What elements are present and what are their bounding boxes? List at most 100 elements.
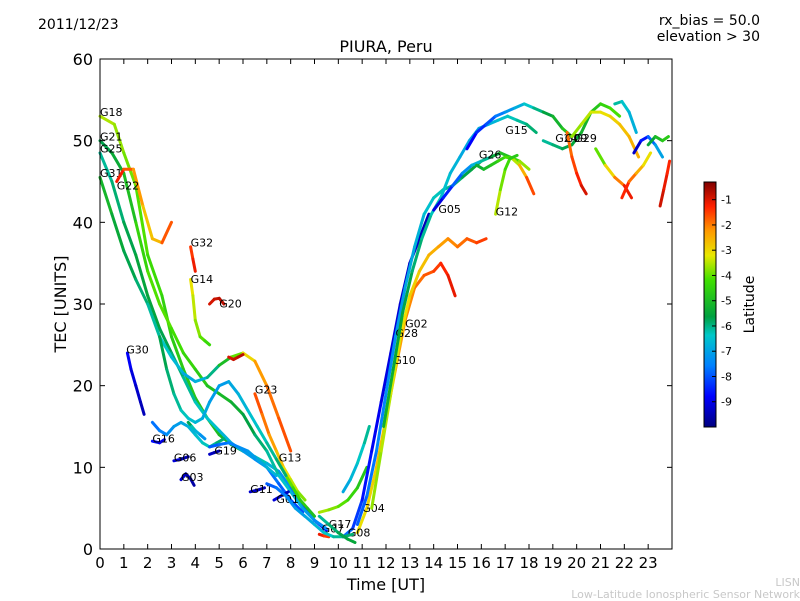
trace-segment xyxy=(98,175,114,216)
trace-segment xyxy=(379,351,393,404)
satellite-trace: G32 xyxy=(189,237,213,273)
trace-segment xyxy=(403,245,417,290)
x-tick-label: 21 xyxy=(591,554,610,572)
trace-segment xyxy=(193,367,209,388)
trace-segment xyxy=(551,143,564,151)
satellite-label: G11 xyxy=(250,483,273,496)
satellite-label: G21 xyxy=(100,130,123,143)
trace-segment xyxy=(296,490,307,502)
x-tick-label: 11 xyxy=(353,554,372,572)
x-tick-label: 18 xyxy=(519,554,538,572)
trace-segment xyxy=(448,155,462,175)
trace-segment xyxy=(436,237,450,249)
trace-segment xyxy=(627,171,638,183)
satellite-label: G31 xyxy=(100,167,123,180)
trace-segment xyxy=(317,508,331,514)
satellite-label: G03 xyxy=(181,471,204,484)
trace-segment xyxy=(370,449,383,510)
trace-segment xyxy=(408,269,421,298)
rx-bias-label: rx_bias = 50.0 xyxy=(658,13,760,29)
satellite-label: G30 xyxy=(126,344,149,357)
trace-segment xyxy=(265,465,278,477)
trace-segment xyxy=(446,237,459,249)
trace-segment xyxy=(508,153,519,161)
trace-segment xyxy=(141,204,154,241)
trace-segment xyxy=(265,441,278,461)
trace-segment xyxy=(439,261,450,277)
trace-segment xyxy=(446,273,457,298)
trace-segment xyxy=(417,253,431,273)
trace-segment xyxy=(355,494,369,526)
trace-segment xyxy=(475,237,488,245)
satellite-label: G15 xyxy=(505,124,528,137)
trace-segment xyxy=(365,449,378,498)
satellite-trace: G09 xyxy=(565,131,588,196)
trace-segment xyxy=(665,159,672,175)
trace-segment xyxy=(236,445,250,453)
trace-segment xyxy=(158,327,173,355)
x-tick-label: 14 xyxy=(424,554,443,572)
trace-segment xyxy=(193,433,204,445)
trace-segment xyxy=(613,175,626,188)
trace-segment xyxy=(282,465,293,482)
trace-segment xyxy=(494,110,507,118)
satellite-trace: G04 xyxy=(355,261,457,535)
trace-segment xyxy=(341,478,352,494)
satellite-label: G09 xyxy=(565,132,588,145)
chart-title: PIURA, Peru xyxy=(339,37,432,56)
trace-segment xyxy=(191,257,197,273)
colorbar-gradient xyxy=(703,181,717,428)
x-axis-label: Time [UT] xyxy=(346,575,425,594)
trace-segment xyxy=(189,477,196,487)
trace-segment xyxy=(351,498,364,531)
satellite-trace: G16 xyxy=(150,433,175,446)
x-tick-label: 15 xyxy=(448,554,467,572)
trace-segment xyxy=(193,318,202,339)
trace-segment xyxy=(389,302,402,355)
y-tick-label: 20 xyxy=(73,377,93,396)
trace-segment xyxy=(284,494,297,510)
trace-segment xyxy=(460,167,474,179)
trace-segment xyxy=(98,139,114,155)
satellite-label: G29 xyxy=(574,132,597,145)
trace-segment xyxy=(172,392,183,412)
trace-segment xyxy=(313,518,328,531)
trace-segment xyxy=(150,237,164,245)
trace-segment xyxy=(496,114,510,122)
trace-segment xyxy=(465,237,479,245)
trace-segment xyxy=(363,425,371,445)
x-tick-label: 2 xyxy=(143,554,153,572)
x-tick-label: 20 xyxy=(567,554,586,572)
trace-segment xyxy=(632,139,643,155)
trace-segment xyxy=(346,486,359,502)
satellite-trace xyxy=(158,335,288,477)
trace-segment xyxy=(122,249,138,281)
trace-segment xyxy=(112,122,126,155)
trace-segment xyxy=(475,122,488,134)
trace-segment xyxy=(284,474,295,490)
trace-segment xyxy=(439,171,452,200)
trace-segment xyxy=(253,359,269,388)
trace-segment xyxy=(355,506,369,535)
x-tick-label: 5 xyxy=(214,554,224,572)
trace-segment xyxy=(487,118,500,126)
trace-segment xyxy=(599,110,612,118)
x-tick-label: 17 xyxy=(496,554,515,572)
x-tick-label: 10 xyxy=(329,554,348,572)
trace-segment xyxy=(181,351,197,371)
trace-segment xyxy=(570,155,579,175)
x-tick-label: 16 xyxy=(472,554,491,572)
trace-segment xyxy=(255,425,269,445)
trace-segment xyxy=(277,474,293,494)
satellite-trace xyxy=(227,353,245,361)
satellite-trace xyxy=(620,151,653,200)
trace-segment xyxy=(134,278,150,306)
satellite-trace xyxy=(341,425,371,494)
trace-segment xyxy=(575,171,583,188)
trace-segment xyxy=(313,523,326,535)
trace-segment xyxy=(634,163,645,175)
trace-segment xyxy=(246,449,259,461)
trace-segment xyxy=(191,294,197,322)
trace-segment xyxy=(541,110,555,118)
